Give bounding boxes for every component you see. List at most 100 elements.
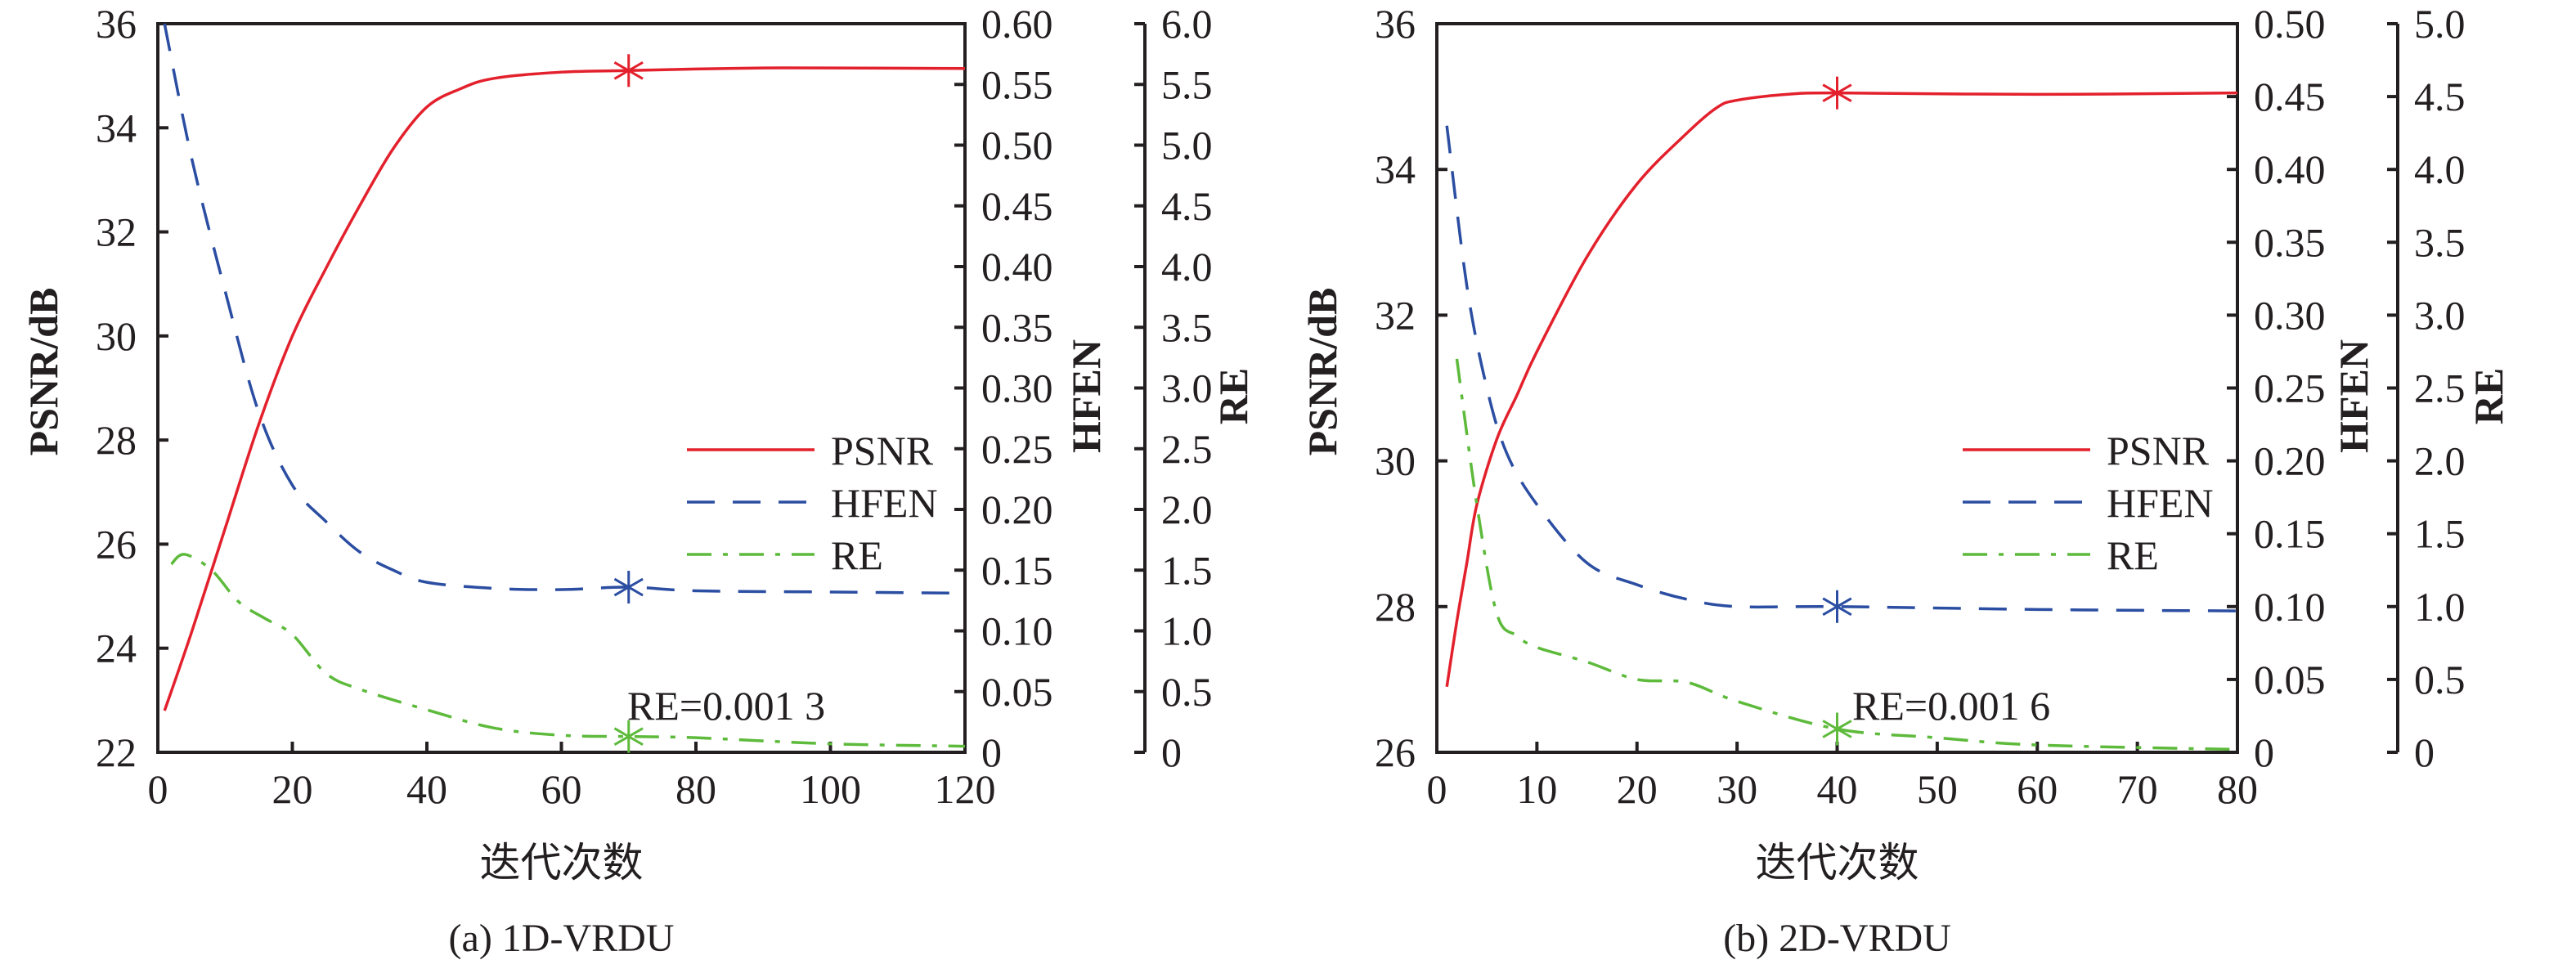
chart-panel-b: 0 10 20 30 40 50 60 70 80 26 28 30 32 34 36 0 0.05 0.10 0.… — [1299, 1, 2511, 960]
re-tick-label: 5.0 — [2414, 1, 2466, 47]
re-tick-label: 3.0 — [1161, 366, 1213, 411]
hfen-tick-label: 0.20 — [2254, 438, 2326, 484]
hfen-tick-label: 0.50 — [2254, 1, 2326, 47]
chart-panel-a: 0 20 40 60 80 100 120 22 24 26 28 30 32 34 36 0 0.05 0.10… — [20, 1, 1256, 960]
hfen-tick-label: 0.35 — [981, 304, 1053, 350]
re-tick-label: 2.5 — [1161, 426, 1213, 472]
y-tick-label: 26 — [1375, 729, 1416, 775]
re-tick-label: 0 — [1161, 729, 1182, 775]
panel-caption: (a) 1D-VRDU — [449, 917, 675, 960]
hfen-axis-label: HFEN — [2331, 339, 2376, 453]
re-tick-label: 3.5 — [2414, 219, 2466, 265]
y-tick-label: 34 — [1375, 146, 1416, 192]
re-tick-label: 1.0 — [1161, 608, 1213, 654]
re-axis-label: RE — [1210, 368, 1256, 424]
x-axis-label: 迭代次数 — [480, 840, 644, 886]
hfen-tick-label: 0.45 — [981, 183, 1053, 229]
x-tick-label: 20 — [272, 766, 313, 812]
legend-label-re: RE — [2107, 532, 2159, 578]
x-tick-label: 10 — [1516, 766, 1557, 812]
x-tick-label: 120 — [935, 766, 996, 812]
star-marker-re — [613, 720, 644, 753]
star-marker-hfen — [613, 571, 644, 604]
legend-label-hfen: HFEN — [2107, 480, 2214, 526]
hfen-tick-label: 0.10 — [981, 608, 1053, 654]
re-tick-label: 4.0 — [2414, 146, 2466, 192]
y-tick-label: 26 — [96, 521, 137, 567]
hfen-tick-label: 0.20 — [981, 487, 1053, 532]
hfen-tick-label: 0.50 — [981, 123, 1053, 168]
y-tick-label: 36 — [96, 1, 137, 47]
hfen-tick-label: 0.25 — [2254, 366, 2326, 411]
re-tick-label: 2.0 — [1161, 487, 1213, 532]
x-tick-label: 40 — [1817, 766, 1858, 812]
y-tick-label: 28 — [96, 417, 137, 463]
x-tick-label: 80 — [2217, 766, 2258, 812]
star-marker-re — [1822, 712, 1852, 746]
x-tick-label: 40 — [406, 766, 447, 812]
series-line-psnr — [1445, 91, 2238, 688]
hfen-axis-label: HFEN — [1063, 339, 1109, 453]
star-stroke — [1822, 83, 1852, 102]
plot-frame — [156, 22, 967, 754]
hfen-tick-label: 0.25 — [981, 426, 1053, 472]
re-annotation: RE=0.001 6 — [1852, 683, 2050, 729]
re-tick-label: 4.0 — [1161, 244, 1213, 289]
panel-caption: (b) 2D-VRDU — [1723, 917, 1951, 960]
re-tick-label: 1.0 — [2414, 584, 2466, 630]
y-axis-label: PSNR/dB — [20, 288, 66, 456]
x-tick-label: 30 — [1717, 766, 1757, 812]
star-stroke — [613, 577, 644, 597]
x-tick-label: 70 — [2117, 766, 2158, 812]
hfen-tick-label: 0 — [2254, 729, 2274, 775]
y-tick-label: 22 — [96, 729, 137, 775]
re-tick-label: 0 — [2414, 729, 2435, 775]
series-line-psnr — [163, 66, 966, 711]
series-line-hfen — [1445, 125, 2238, 612]
star-stroke — [1822, 720, 1852, 738]
y-tick-label: 34 — [96, 105, 137, 150]
re-tick-label: 0.5 — [1161, 669, 1213, 715]
re-tick-label: 3.0 — [2414, 292, 2466, 338]
star-stroke — [613, 727, 644, 746]
y-tick-label: 36 — [1375, 1, 1416, 47]
hfen-tick-label: 0.40 — [2254, 146, 2326, 192]
y-tick-label: 32 — [1375, 292, 1416, 338]
x-tick-label: 0 — [1427, 766, 1447, 812]
hfen-tick-label: 0.10 — [2254, 584, 2326, 630]
re-tick-label: 2.5 — [2414, 366, 2466, 411]
x-tick-label: 100 — [800, 766, 861, 812]
star-stroke — [1822, 597, 1852, 617]
x-tick-label: 50 — [1917, 766, 1958, 812]
x-tick-label: 20 — [1617, 766, 1658, 812]
hfen-tick-label: 0.55 — [981, 61, 1053, 107]
re-axis-label: RE — [2466, 368, 2511, 424]
y-tick-label: 28 — [1375, 584, 1416, 630]
re-tick-label: 3.5 — [1161, 304, 1213, 350]
hfen-tick-label: 0 — [981, 729, 1002, 775]
y-tick-label: 30 — [1375, 438, 1416, 484]
re-tick-label: 4.5 — [1161, 183, 1213, 229]
legend-label-psnr: PSNR — [2107, 428, 2210, 473]
star-stroke — [613, 61, 644, 80]
re-tick-label: 6.0 — [1161, 1, 1213, 47]
x-tick-label: 80 — [675, 766, 716, 812]
re-tick-label: 4.5 — [2414, 74, 2466, 119]
re-annotation: RE=0.001 3 — [627, 683, 825, 729]
star-marker-psnr — [1822, 76, 1852, 110]
hfen-tick-label: 0.45 — [2254, 74, 2326, 119]
x-tick-label: 0 — [148, 766, 168, 812]
star-marker-hfen — [1822, 590, 1852, 623]
legend-label-hfen: HFEN — [831, 480, 938, 526]
re-tick-label: 1.5 — [2414, 511, 2466, 557]
hfen-tick-label: 0.40 — [981, 244, 1053, 289]
star-marker-psnr — [613, 54, 644, 87]
y-tick-label: 24 — [96, 626, 137, 671]
series-line-re — [170, 553, 966, 748]
hfen-tick-label: 0.05 — [2254, 657, 2326, 702]
re-tick-label: 5.0 — [1161, 123, 1213, 168]
series-line-hfen — [163, 23, 966, 595]
hfen-tick-label: 0.15 — [981, 547, 1053, 593]
legend-label-psnr: PSNR — [831, 428, 934, 473]
